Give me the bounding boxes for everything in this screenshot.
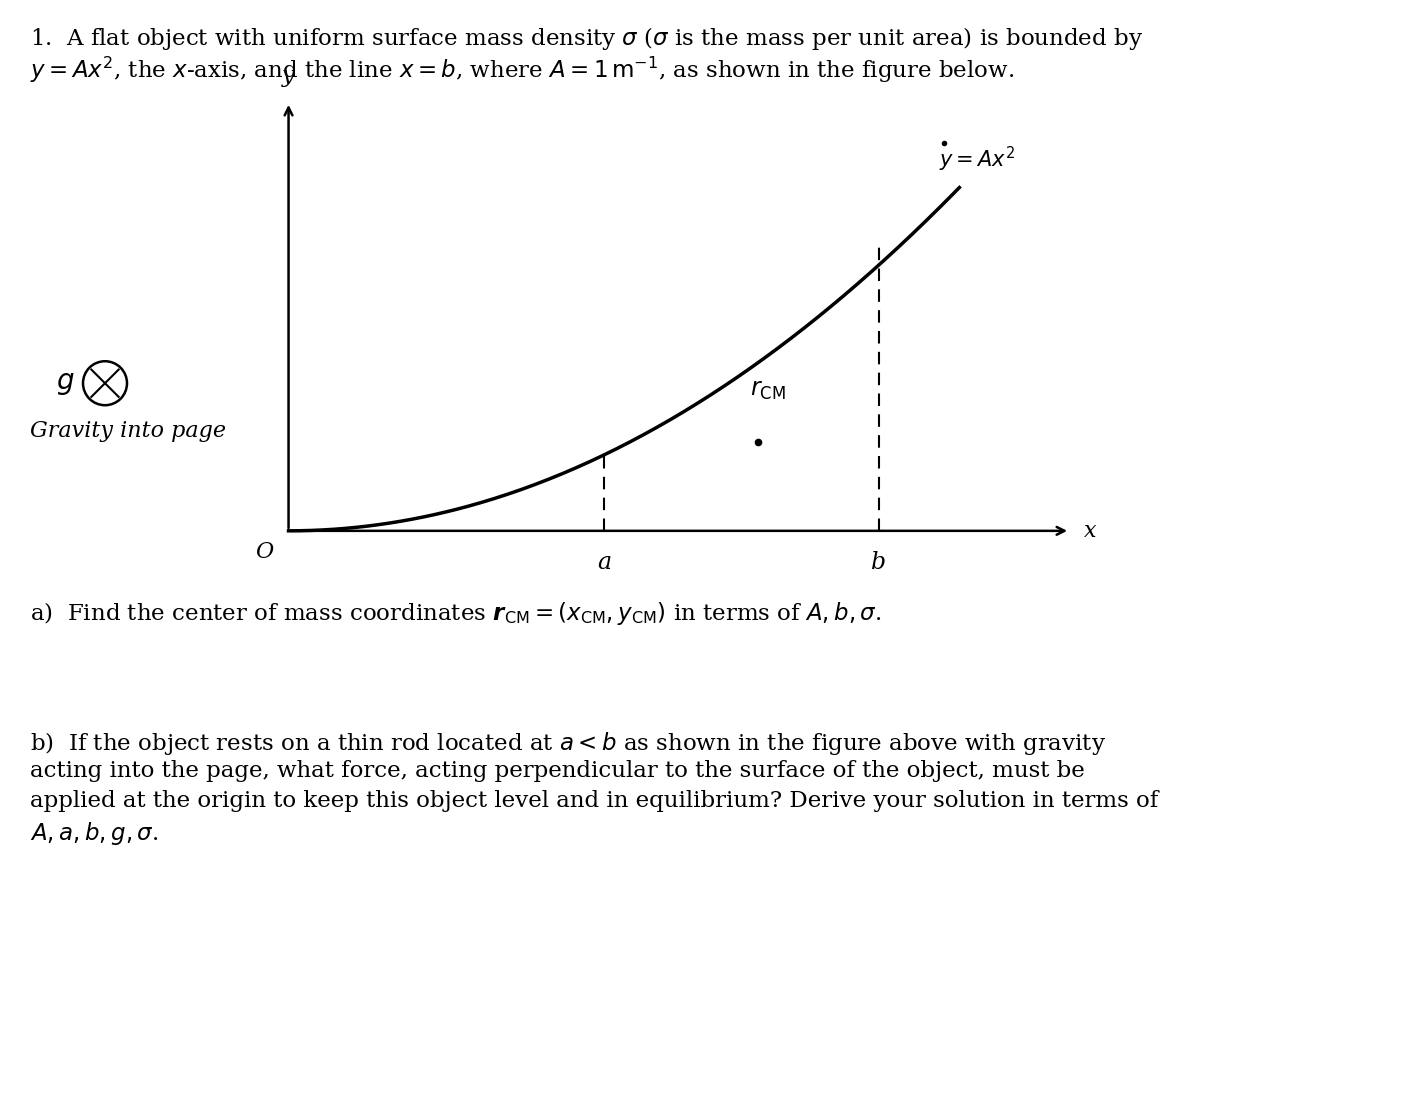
Text: y: y — [282, 65, 295, 87]
Text: O: O — [255, 541, 274, 563]
Text: applied at the origin to keep this object level and in equilibrium? Derive your : applied at the origin to keep this objec… — [30, 790, 1158, 812]
Text: $r_{\mathrm{CM}}$: $r_{\mathrm{CM}}$ — [751, 379, 786, 402]
Text: 1.  A flat object with uniform surface mass density $\sigma$ ($\sigma$ is the ma: 1. A flat object with uniform surface ma… — [30, 25, 1144, 52]
Text: $y = Ax^2$: $y = Ax^2$ — [939, 146, 1015, 175]
Text: $A, a, b, g, \sigma$.: $A, a, b, g, \sigma$. — [30, 820, 159, 847]
Text: acting into the page, what force, acting perpendicular to the surface of the obj: acting into the page, what force, acting… — [30, 760, 1084, 782]
Text: a: a — [597, 551, 612, 573]
Text: $y = Ax^2$, the $x$-axis, and the line $x = b$, where $A = 1\,\mathrm{m^{-1}}$, : $y = Ax^2$, the $x$-axis, and the line $… — [30, 55, 1015, 85]
Text: b: b — [871, 551, 887, 573]
Text: b)  If the object rests on a thin rod located at $a < b$ as shown in the figure : b) If the object rests on a thin rod loc… — [30, 730, 1105, 757]
Text: a)  Find the center of mass coordinates $\boldsymbol{r}_{\mathrm{CM}} = (x_{\mat: a) Find the center of mass coordinates $… — [30, 600, 881, 627]
Text: $g$: $g$ — [57, 370, 75, 396]
Text: Gravity into page: Gravity into page — [30, 420, 226, 442]
Text: x: x — [1084, 520, 1097, 542]
